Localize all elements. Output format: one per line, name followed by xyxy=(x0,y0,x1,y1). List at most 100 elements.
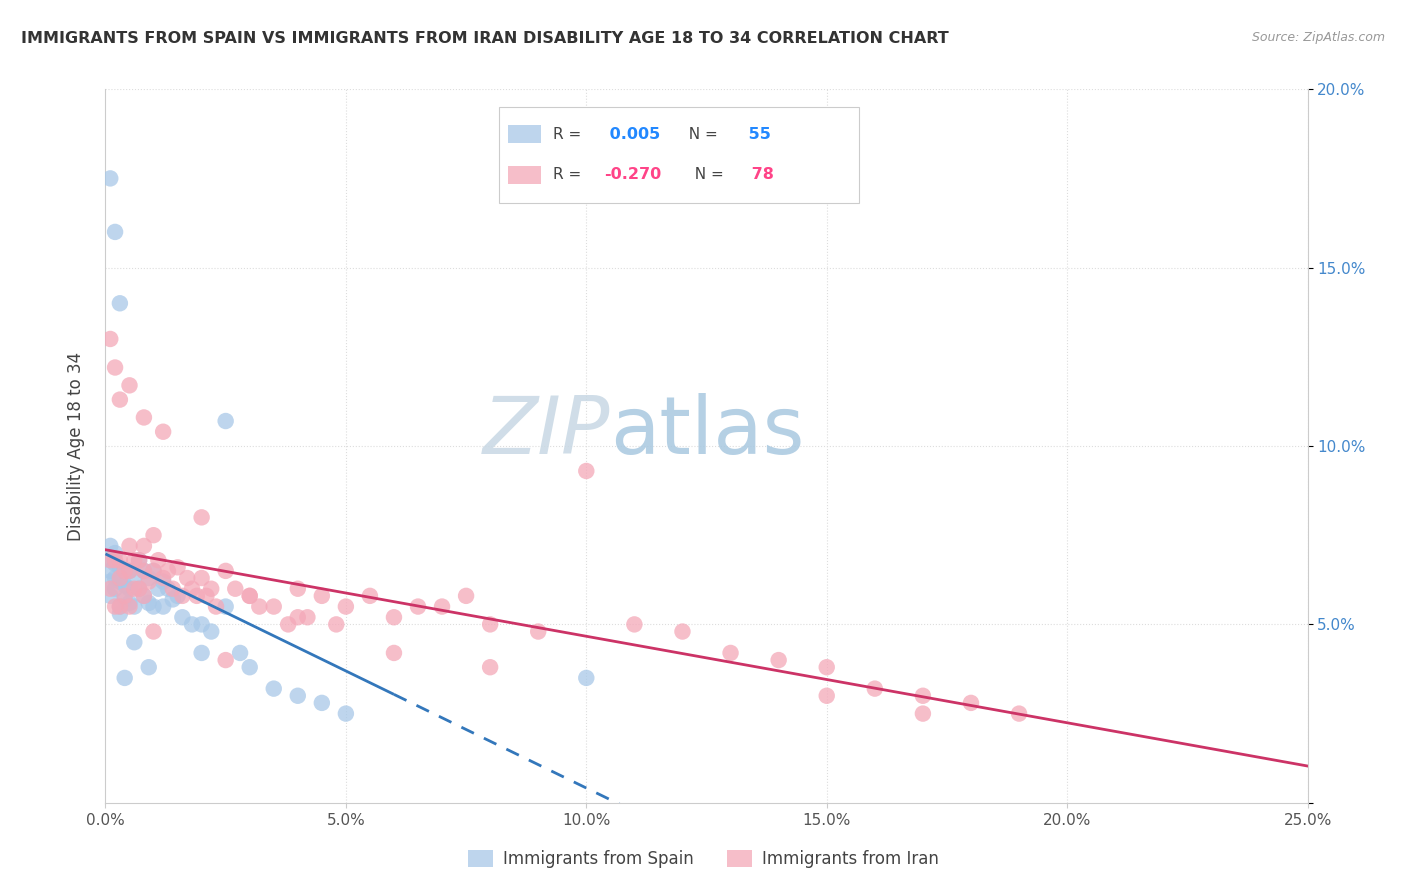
Point xyxy=(118,564,141,578)
Point xyxy=(108,392,131,407)
Point xyxy=(239,589,262,603)
Point xyxy=(108,599,131,614)
Point xyxy=(118,564,141,578)
Point xyxy=(132,589,155,603)
Point xyxy=(863,681,886,696)
Point xyxy=(104,546,127,560)
Point xyxy=(114,564,136,578)
Point xyxy=(190,510,212,524)
Point xyxy=(124,599,146,614)
Point xyxy=(128,553,150,567)
Point xyxy=(138,660,160,674)
Point xyxy=(98,582,121,596)
Point xyxy=(128,582,150,596)
Point xyxy=(1008,706,1031,721)
Point xyxy=(128,582,150,596)
Point xyxy=(114,589,136,603)
Point xyxy=(195,589,218,603)
Point xyxy=(382,646,405,660)
Point xyxy=(960,696,983,710)
Point xyxy=(118,582,141,596)
Point xyxy=(382,610,405,624)
Point xyxy=(214,653,236,667)
Point xyxy=(200,582,222,596)
Point xyxy=(720,646,742,660)
Point xyxy=(156,582,179,596)
Point xyxy=(132,589,155,603)
Point xyxy=(98,564,121,578)
Point xyxy=(98,553,121,567)
Text: ZIP: ZIP xyxy=(484,392,610,471)
Point xyxy=(162,582,184,596)
Point xyxy=(142,528,165,542)
Point xyxy=(239,589,262,603)
Point xyxy=(671,624,693,639)
Point xyxy=(575,671,598,685)
Point xyxy=(815,689,838,703)
Point xyxy=(311,696,333,710)
Point xyxy=(186,589,208,603)
Point xyxy=(124,571,146,585)
Point xyxy=(172,589,194,603)
Point xyxy=(311,589,333,603)
Point xyxy=(190,571,212,585)
Point xyxy=(911,689,934,703)
Text: -0.270: -0.270 xyxy=(603,168,661,182)
Point xyxy=(200,624,222,639)
Point xyxy=(247,599,270,614)
Point xyxy=(815,660,838,674)
Point xyxy=(148,553,170,567)
Legend: Immigrants from Spain, Immigrants from Iran: Immigrants from Spain, Immigrants from I… xyxy=(461,843,945,875)
Point xyxy=(128,553,150,567)
Point xyxy=(359,589,381,603)
Point xyxy=(214,414,236,428)
Y-axis label: Disability Age 18 to 34: Disability Age 18 to 34 xyxy=(66,351,84,541)
Point xyxy=(98,332,121,346)
Point xyxy=(118,539,141,553)
Point xyxy=(224,582,246,596)
Point xyxy=(152,574,174,589)
Text: 78: 78 xyxy=(745,168,773,182)
Point xyxy=(124,582,146,596)
Point xyxy=(527,624,550,639)
Point xyxy=(104,557,127,571)
Point xyxy=(214,564,236,578)
Point xyxy=(176,571,198,585)
Point xyxy=(98,553,121,567)
Point xyxy=(138,596,160,610)
Bar xyxy=(508,125,541,143)
Point xyxy=(98,539,121,553)
Point xyxy=(118,378,141,392)
Point xyxy=(142,564,165,578)
Point xyxy=(142,624,165,639)
Point xyxy=(148,582,170,596)
Point xyxy=(287,582,309,596)
Text: Source: ZipAtlas.com: Source: ZipAtlas.com xyxy=(1251,31,1385,45)
Text: atlas: atlas xyxy=(610,392,804,471)
Point xyxy=(118,599,141,614)
Point xyxy=(190,646,212,660)
Point xyxy=(104,582,127,596)
Point xyxy=(124,553,146,567)
Point xyxy=(156,564,179,578)
Point xyxy=(104,553,127,567)
Point xyxy=(287,689,309,703)
Point xyxy=(98,589,121,603)
Point xyxy=(152,571,174,585)
Point xyxy=(623,617,645,632)
Point xyxy=(114,671,136,685)
Point xyxy=(124,635,146,649)
Point xyxy=(479,617,502,632)
Point xyxy=(114,592,136,607)
Bar xyxy=(508,166,541,184)
Text: 0.005: 0.005 xyxy=(603,127,659,142)
Point xyxy=(104,571,127,585)
Point xyxy=(479,660,502,674)
Text: 55: 55 xyxy=(744,127,770,142)
Point xyxy=(263,681,285,696)
Point xyxy=(98,574,121,589)
Point xyxy=(190,617,212,632)
Bar xyxy=(499,107,859,203)
Point xyxy=(214,599,236,614)
Point xyxy=(138,571,160,585)
